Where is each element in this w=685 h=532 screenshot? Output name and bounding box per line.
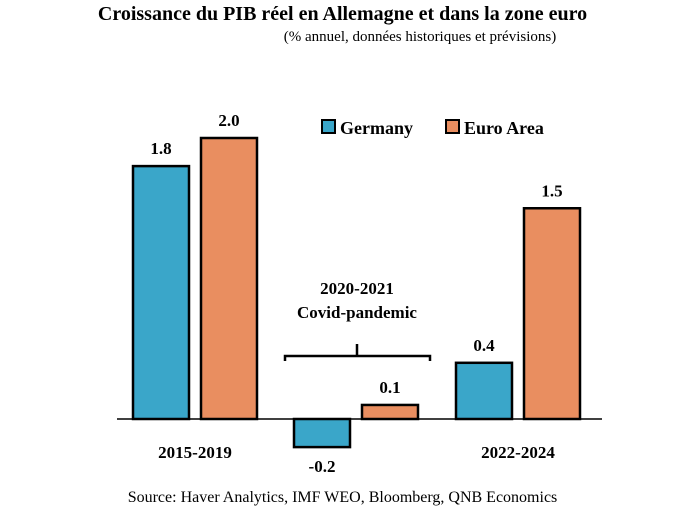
covid-annotation-line1: 2020-2021 — [320, 279, 394, 298]
bar-euro-area-2015-2019 — [199, 136, 259, 421]
data-label-germany-2022-2024: 0.4 — [473, 336, 495, 355]
data-label-germany-2020-2021: -0.2 — [309, 457, 336, 476]
legend-swatch-germany — [321, 119, 336, 134]
category-label-2022-2024: 2022-2024 — [481, 443, 555, 462]
bars-layer — [131, 136, 582, 449]
category-label-2015-2019: 2015-2019 — [158, 443, 232, 462]
chart-subtitle: (% annuel, données historiques et prévis… — [283, 29, 557, 45]
legend-swatch-euro-area — [445, 119, 460, 134]
labels-layer: 1.8 -0.2 0.4 2.0 0.1 1.5 2015-2019 2022-2024 — [150, 111, 562, 476]
data-label-germany-2015-2019: 1.8 — [150, 139, 171, 158]
source-note: Source: Haver Analytics, IMF WEO, Bloomb… — [127, 489, 558, 506]
bar-euro-area-2022-2024 — [522, 207, 582, 421]
bar-euro-area-2020-2021 — [360, 403, 420, 421]
legend: Germany Euro Area — [321, 118, 544, 138]
legend-label-euro-area: Euro Area — [464, 118, 544, 138]
data-label-euro-area-2015-2019: 2.0 — [218, 111, 239, 130]
bar-germany-2015-2019 — [131, 164, 191, 421]
bar-germany-2020-2021 — [292, 417, 352, 449]
data-label-euro-area-2022-2024: 1.5 — [541, 181, 562, 200]
bar-germany-2022-2024 — [454, 361, 514, 421]
covid-bracket — [283, 344, 432, 361]
covid-annotation-line2: Covid-pandemic — [297, 303, 417, 322]
chart-title: Croissance du PIB réel en Allemagne et d… — [97, 3, 588, 25]
legend-label-germany: Germany — [340, 118, 413, 138]
data-label-euro-area-2020-2021: 0.1 — [379, 378, 400, 397]
